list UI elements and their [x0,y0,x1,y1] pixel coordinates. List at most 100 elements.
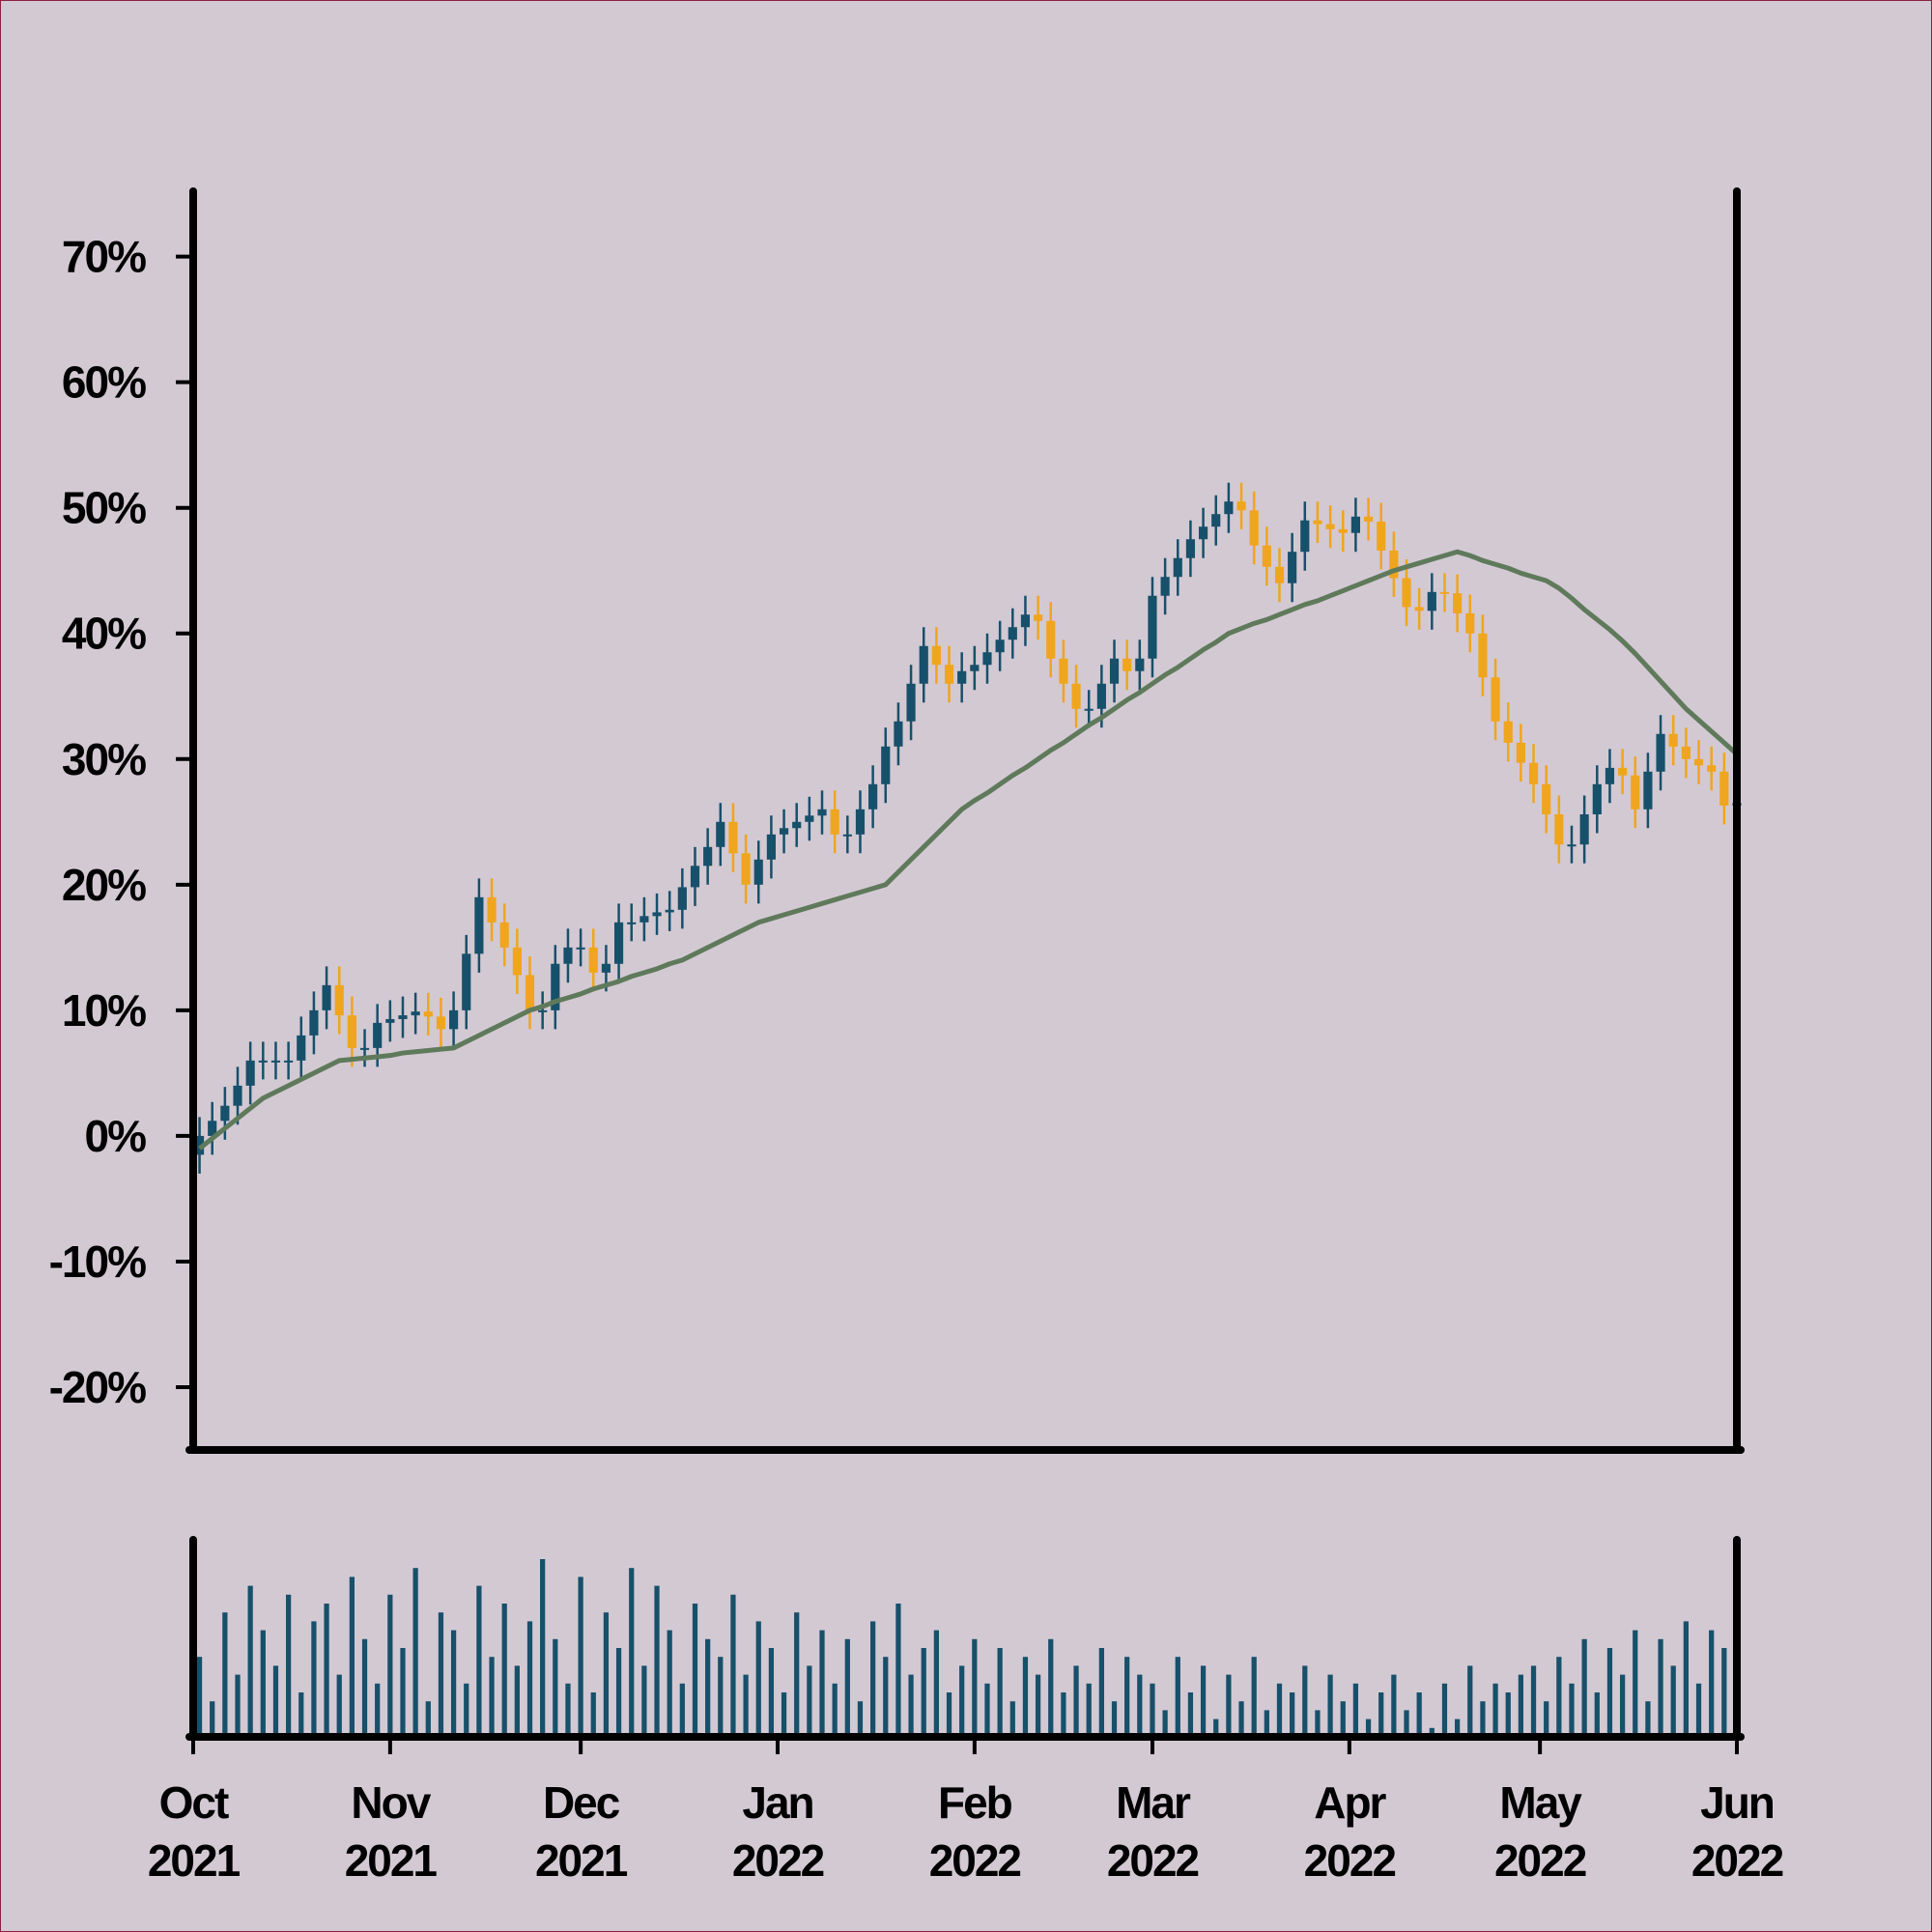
candle-body [1008,627,1017,640]
candle-body [1503,721,1513,743]
volume-bar [1048,1638,1054,1737]
volume-bar [743,1674,749,1737]
candle-body [1439,591,1450,594]
volume-bar [869,1621,876,1737]
candle-body [677,887,687,910]
volume-bar [1492,1683,1498,1737]
candle-body [1693,758,1704,766]
candle-body [245,1060,255,1086]
volume-bar [464,1683,469,1737]
volume-bar [196,1657,203,1737]
candle-body [1681,746,1690,759]
volume-bar [260,1630,266,1737]
volume-bar [1556,1657,1562,1737]
volume-bar [387,1594,393,1737]
volume-bar [1416,1692,1422,1737]
volume-bar [1658,1638,1663,1737]
y-tick-label: 70% [62,232,146,282]
candle-body [1262,545,1271,567]
candle-body [270,1060,281,1063]
candle-body [690,866,700,888]
volume-bar [1530,1665,1537,1737]
candle-body [1135,658,1145,671]
candle-body [1402,578,1411,608]
candle-body [1224,501,1234,515]
candle-body [1160,577,1170,596]
candle-body [1300,520,1310,553]
volume-bar [1709,1630,1715,1737]
candle-body [1325,524,1335,529]
volume-bar [1695,1683,1702,1737]
volume-bar [1187,1692,1194,1737]
x-tick-label-line: 2022 [1691,1835,1783,1886]
candle-body [347,1015,356,1048]
volume-bar [1175,1657,1180,1737]
volume-bar [438,1612,444,1737]
volume-bar [540,1559,546,1737]
candle-body [1528,762,1539,784]
candle-body [957,670,967,684]
volume-bar [768,1648,775,1737]
volume-bar [857,1701,864,1737]
volume-bar [819,1630,825,1737]
volume-bar [501,1604,507,1737]
volume-bar [1340,1701,1346,1737]
volume-bar [794,1612,800,1737]
volume-bar [1276,1683,1283,1737]
candle-body [1719,771,1729,806]
volume-bar [629,1568,635,1737]
volume-bar [1606,1648,1613,1737]
candle-body [1350,516,1360,533]
candle-body [627,922,637,924]
candle-body [1148,595,1157,659]
x-tick-label-line: Oct [159,1777,229,1828]
volume-bar [1124,1657,1130,1737]
candle-body [753,859,763,885]
volume-bar [324,1604,329,1737]
volume-bar [1086,1683,1092,1737]
candle-body [487,896,497,923]
volume-bar [1569,1683,1575,1737]
candle-body [728,821,738,854]
volume-bar [692,1604,698,1737]
candle-body [1185,539,1196,558]
volume-bar [425,1701,431,1737]
x-tick-label-line: Jun [1700,1777,1774,1828]
volume-bar [311,1621,317,1737]
candle-body [322,984,331,1010]
y-tick-label: 40% [62,609,146,659]
candle-body [995,639,1005,653]
volume-bar [1480,1701,1486,1737]
candle-body [551,963,560,1010]
candle-body [639,916,649,923]
volume-bar [298,1692,304,1737]
candle-body [842,834,852,837]
candle-body [411,1011,420,1016]
candle-body [359,1047,370,1050]
volume-bar [959,1665,965,1737]
candle-body [1109,658,1120,684]
candle-body [1478,633,1488,678]
x-tick-label: Jun 2022 [1691,1777,1783,1886]
candle-body [1020,614,1031,628]
volume-bar [235,1674,241,1737]
candle-body [805,815,814,822]
candle-body [1427,591,1436,611]
volume-bar [615,1648,622,1737]
candle-body [982,652,992,666]
candle-body [1377,522,1386,551]
x-tick-label-line: 2021 [148,1835,241,1886]
volume-bar [1162,1710,1168,1737]
volume-bar [946,1692,952,1737]
x-tick-label-line: Mar [1116,1777,1191,1828]
y-tick-label: -10% [49,1236,146,1287]
volume-bar [526,1621,533,1737]
volume-bar [1633,1630,1638,1737]
volume-bar [654,1585,660,1737]
candle-body [1338,528,1348,533]
candle-body [1453,593,1463,613]
volume-bar [361,1638,368,1737]
candle-body [931,645,941,666]
